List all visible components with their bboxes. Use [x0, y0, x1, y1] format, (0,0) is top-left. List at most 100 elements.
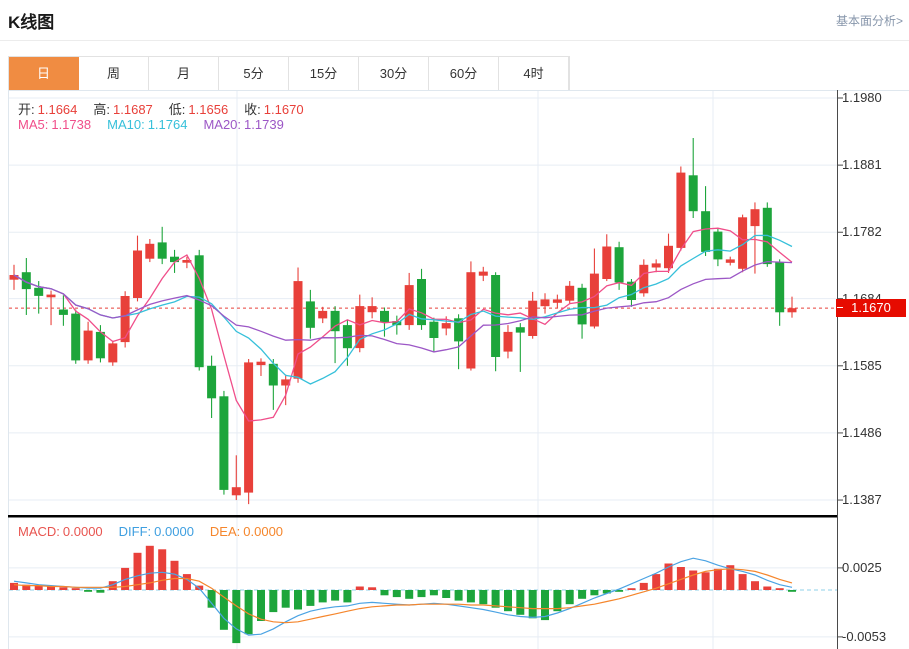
- macd-hist-bar: [244, 590, 253, 635]
- macd-hist-bar: [775, 588, 784, 590]
- candle-body-up: [639, 264, 649, 294]
- candle-body-up: [503, 331, 513, 352]
- macd-hist-bar: [170, 560, 179, 590]
- ma20-legend: MA20: 1.1739: [203, 117, 284, 132]
- candle-body-down: [713, 231, 723, 260]
- tab-30分[interactable]: 30分: [359, 57, 429, 90]
- macd-hist-bar: [355, 586, 364, 590]
- macd-hist-bar: [466, 590, 475, 603]
- kline-chart: [8, 90, 909, 649]
- macd-hist-bar: [59, 587, 68, 590]
- candle-body-up: [540, 299, 550, 307]
- candle-body-down: [157, 242, 167, 259]
- period-tabbar: 日周月 5分 15分 30分 60分 4时: [8, 56, 570, 90]
- macd-hist-bar: [108, 581, 117, 590]
- macd-hist-bar: [713, 568, 722, 590]
- price-axis-label: 1.1782: [842, 224, 882, 240]
- macd-hist-bar: [71, 588, 80, 590]
- macd-hist-bar: [763, 586, 772, 590]
- macd-hist-bar: [306, 590, 315, 606]
- candle-body-down: [194, 255, 204, 368]
- chart-area: [8, 90, 909, 649]
- macd-hist-bar: [627, 588, 636, 590]
- current-price-tag: 1.1670: [836, 299, 906, 318]
- macd-legend: MACD: 0.0000 DIFF: 0.0000 DEA: 0.0000: [18, 524, 283, 539]
- price-axis-label: 1.1387: [842, 492, 882, 508]
- macd-axis-label: -0.0053: [842, 628, 887, 644]
- diff-line: [13, 557, 793, 636]
- macd-hist-bar: [676, 567, 685, 590]
- candle-body-up: [478, 271, 488, 276]
- macd-hist-bar: [479, 590, 488, 605]
- macd-hist-bar: [331, 590, 340, 601]
- tab-4时[interactable]: 4时: [499, 57, 569, 90]
- tab-日[interactable]: 日: [9, 57, 79, 90]
- tab-60分[interactable]: 60分: [429, 57, 499, 90]
- candle-body-up: [664, 245, 673, 269]
- ma10-line: [13, 234, 793, 385]
- macd-hist-bar: [442, 590, 451, 598]
- macd-hist-bar: [392, 590, 401, 598]
- macd-hist-bar: [145, 545, 154, 590]
- tab-5分[interactable]: 5分: [219, 57, 289, 90]
- candle-body-down: [614, 247, 624, 283]
- candle-body-down: [454, 318, 464, 342]
- candle-body-up: [355, 306, 365, 349]
- macd-hist-bar: [788, 590, 796, 592]
- macd-hist-bar: [219, 590, 228, 630]
- macd-hist-bar: [22, 584, 31, 590]
- macd-hist-bar: [615, 590, 624, 592]
- macd-hist-bar: [578, 590, 587, 599]
- macd-value-legend: MACD: 0.0000: [18, 524, 103, 539]
- candle-body-up: [651, 263, 661, 268]
- macd-hist-bar: [701, 572, 710, 590]
- candle-body-up: [725, 259, 735, 263]
- candle-body-up: [293, 281, 303, 379]
- price-axis-label: 1.1980: [842, 90, 882, 105]
- candle-body-up: [46, 294, 56, 298]
- macd-hist-bar: [528, 590, 537, 619]
- candle-body-up: [552, 299, 562, 303]
- candle-body-down: [34, 287, 44, 296]
- macd-hist-bar: [541, 590, 549, 621]
- macd-hist-bar: [504, 590, 512, 612]
- candle-body-down: [268, 363, 278, 386]
- price-axis-label: 1.1486: [842, 424, 882, 440]
- candle-body-down: [417, 279, 426, 326]
- candle-body-down: [207, 365, 217, 399]
- ma-legend: MA5: 1.1738 MA10: 1.1764 MA20: 1.1739: [18, 117, 284, 132]
- candle-body-down: [71, 313, 81, 361]
- candle-body-up: [589, 273, 599, 327]
- pane-divider: [8, 515, 837, 518]
- candle-body-down: [775, 262, 785, 313]
- candle-body-up: [318, 310, 328, 319]
- ohlc-close: 收: 1.1670: [244, 102, 304, 117]
- macd-hist-bar: [368, 587, 377, 590]
- ohlc-high: 高: 1.1687: [93, 102, 153, 117]
- candle-body-up: [565, 285, 575, 301]
- candle-body-up: [281, 379, 291, 386]
- macd-hist-bar: [10, 582, 18, 590]
- tab-月[interactable]: 月: [149, 57, 219, 90]
- macd-hist-bar: [257, 590, 265, 621]
- ma5-legend: MA5: 1.1738: [18, 117, 92, 132]
- ohlc-legend: 开: 1.1664 高: 1.1687 低: 1.1656 收: 1.1670: [18, 99, 304, 118]
- ma10-legend: MA10: 1.1764: [107, 117, 188, 132]
- diff-value-legend: DIFF: 0.0000: [118, 524, 194, 539]
- macd-hist-bar: [47, 586, 55, 590]
- candle-body-up: [367, 306, 377, 313]
- macd-hist-bar: [343, 590, 352, 603]
- macd-hist-bar: [664, 563, 673, 590]
- macd-hist-bar: [232, 590, 241, 644]
- tab-周[interactable]: 周: [79, 57, 149, 90]
- macd-hist-bar: [405, 590, 414, 599]
- candle-body-down: [380, 310, 389, 323]
- macd-axis-label: 0.0025: [842, 559, 882, 575]
- candle-body-down: [21, 272, 31, 290]
- tab-15分[interactable]: 15分: [289, 57, 359, 90]
- candle-body-down: [577, 287, 587, 325]
- candle-body-up: [182, 260, 192, 263]
- fundamental-analysis-link[interactable]: 基本面分析>: [835, 14, 903, 28]
- candle-body-down: [330, 310, 340, 332]
